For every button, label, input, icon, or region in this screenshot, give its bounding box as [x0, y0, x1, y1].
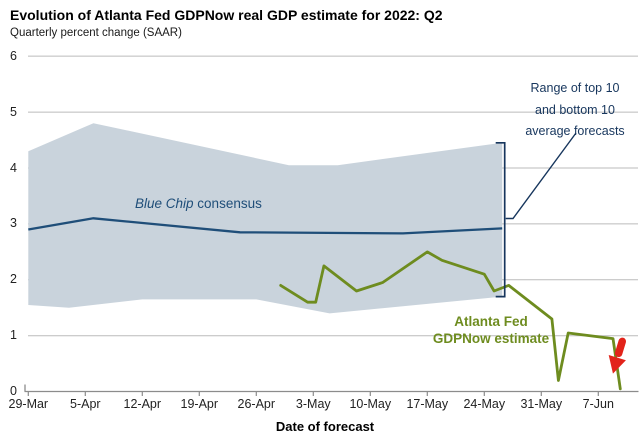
down-arrow-icon — [608, 337, 627, 374]
range-annotation-line1: Range of top 10 — [530, 81, 620, 95]
blue-chip-label-italic: Blue Chip — [135, 196, 194, 211]
x-axis-label: 10-May — [349, 397, 392, 411]
blue-chip-consensus-line — [28, 217, 503, 235]
x-axis-label: 31-May — [520, 397, 563, 411]
range-annotation-line3: average forecasts — [525, 124, 625, 138]
y-axis-label: 3 — [10, 216, 17, 231]
y-axis-label: 0 — [10, 384, 17, 399]
gdpnow-label-line1: Atlanta Fed — [454, 314, 528, 329]
x-axis-label: 19-Apr — [180, 397, 219, 411]
blue-chip-consensus-label: Blue Chip consensus — [135, 196, 262, 211]
chart-subtitle: Quarterly percent change (SAAR) — [10, 27, 182, 39]
x-axis-label: 5-Apr — [70, 397, 101, 411]
range-bracket — [495, 141, 506, 298]
x-axis-label: 3-May — [295, 397, 331, 411]
y-axis-label: 6 — [10, 48, 17, 63]
gdpnow-line — [279, 250, 622, 391]
gdpnow-series-label: Atlanta Fed GDPNow estimate — [415, 314, 567, 347]
x-axis-label: 24-May — [463, 397, 506, 411]
blue-chip-range-band — [28, 123, 503, 314]
y-axis-label: 5 — [10, 104, 17, 119]
x-axis-label: 29-Mar — [8, 397, 49, 411]
x-axis-label: 17-May — [406, 397, 449, 411]
chart-title: Evolution of Atlanta Fed GDPNow real GDP… — [10, 7, 443, 23]
y-axis-label: 2 — [10, 272, 17, 287]
y-axis-label: 1 — [10, 328, 17, 343]
gdpnow-label-line2: GDPNow estimate — [432, 330, 550, 346]
blue-chip-label-rest: consensus — [193, 196, 262, 211]
x-axis-title: Date of forecast — [275, 419, 375, 434]
callout-line — [505, 132, 577, 220]
x-axis-label: 12-Apr — [123, 397, 162, 411]
range-annotation: Range of top 10 and bottom 10 average fo… — [500, 78, 643, 143]
x-axis-label: 7-Jun — [582, 397, 614, 411]
x-axis-label: 26-Apr — [237, 397, 276, 411]
y-axis-label: 4 — [10, 160, 17, 175]
range-annotation-line2: and bottom 10 — [535, 102, 615, 117]
